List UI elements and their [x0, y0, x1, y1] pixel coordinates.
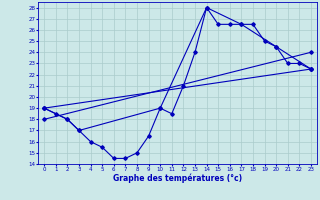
X-axis label: Graphe des températures (°c): Graphe des températures (°c)	[113, 173, 242, 183]
